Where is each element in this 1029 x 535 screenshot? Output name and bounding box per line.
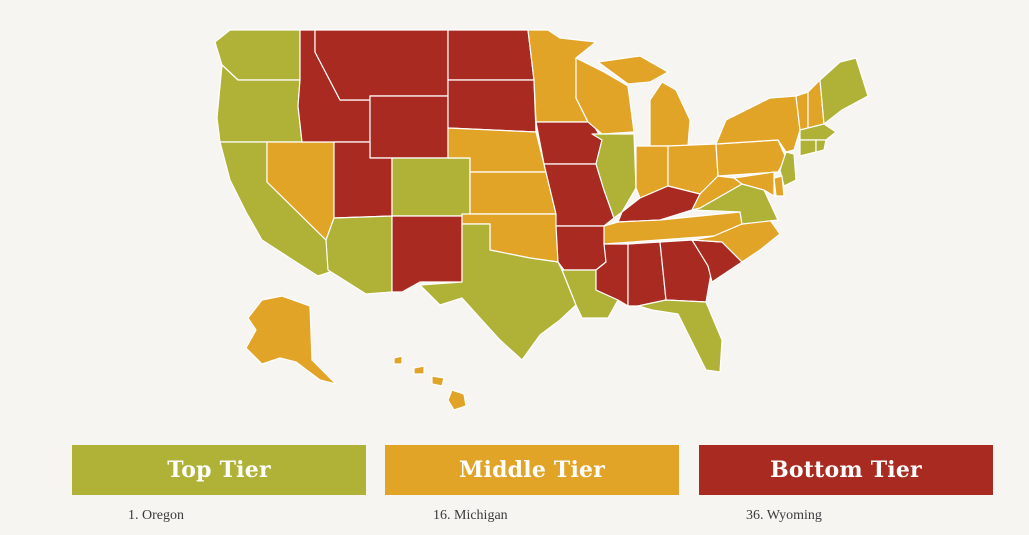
state-MT[interactable]: [314, 29, 449, 101]
state-HI-big[interactable]: [447, 389, 467, 411]
state-HI-kauai[interactable]: [393, 355, 403, 365]
state-TX[interactable]: [419, 223, 577, 361]
state-DE[interactable]: [773, 175, 785, 197]
state-SD[interactable]: [447, 79, 537, 133]
state-MA[interactable]: [799, 123, 837, 141]
state-MI-up[interactable]: [597, 55, 669, 85]
bottom-tier-first-state[interactable]: 36. Wyoming: [746, 508, 822, 523]
state-IL[interactable]: [591, 133, 637, 219]
bottom-tier-button[interactable]: Bottom Tier: [699, 445, 993, 495]
state-WI[interactable]: [575, 57, 635, 135]
state-KS[interactable]: [469, 171, 557, 215]
state-AZ[interactable]: [325, 215, 393, 295]
state-MD[interactable]: [733, 171, 775, 197]
state-AK[interactable]: [245, 295, 337, 385]
middle-tier-button[interactable]: Middle Tier: [385, 445, 679, 495]
state-ND[interactable]: [447, 29, 535, 81]
top-tier-button[interactable]: Top Tier: [72, 445, 366, 495]
state-ME[interactable]: [819, 57, 869, 125]
state-MI[interactable]: [649, 81, 691, 147]
state-NJ[interactable]: [779, 151, 797, 187]
state-CO[interactable]: [391, 157, 471, 217]
tier-legend: Top Tier Middle Tier Bottom Tier 1. Oreg…: [0, 445, 1029, 535]
state-CT[interactable]: [799, 139, 817, 157]
middle-tier-first-state[interactable]: 16. Michigan: [433, 508, 508, 523]
state-WY[interactable]: [369, 95, 449, 159]
state-AR[interactable]: [555, 225, 607, 271]
state-NM[interactable]: [391, 215, 463, 293]
us-state-map: [214, 29, 869, 411]
state-GA[interactable]: [659, 239, 713, 303]
state-IA[interactable]: [535, 121, 603, 165]
state-HI-oahu[interactable]: [413, 365, 425, 375]
state-FL[interactable]: [637, 299, 723, 373]
top-tier-first-state[interactable]: 1. Oregon: [128, 508, 184, 523]
state-RI[interactable]: [815, 139, 827, 153]
state-HI-maui[interactable]: [431, 375, 445, 387]
state-NY[interactable]: [715, 95, 801, 153]
state-PA[interactable]: [715, 139, 787, 177]
state-AL[interactable]: [627, 241, 667, 307]
